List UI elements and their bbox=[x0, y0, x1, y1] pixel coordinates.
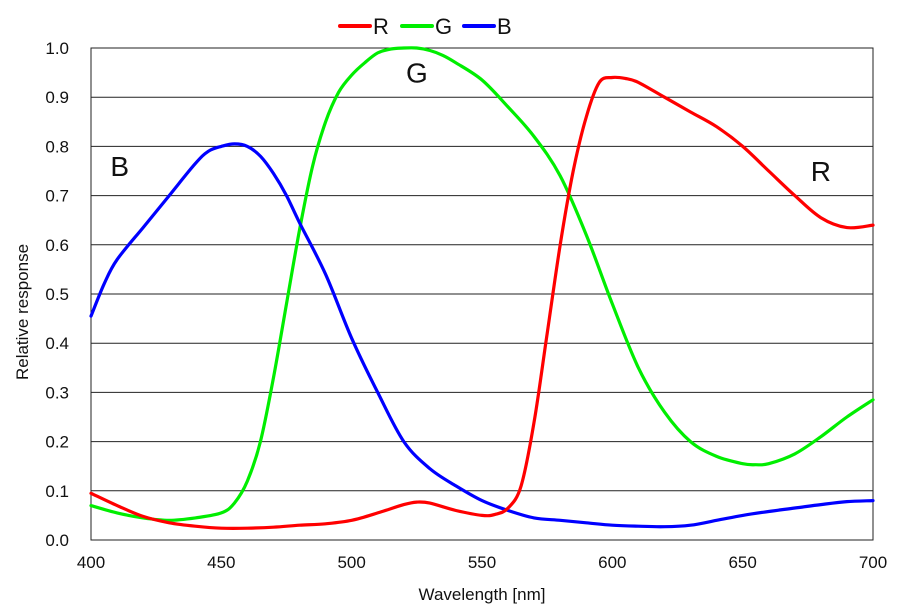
y-axis-title: Relative response bbox=[13, 244, 32, 380]
y-tick-label: 0.1 bbox=[45, 482, 69, 501]
curve-label-r: R bbox=[811, 156, 831, 187]
plot-frame bbox=[90, 47, 874, 541]
curve-label-g: G bbox=[406, 57, 428, 88]
y-tick-label: 1.0 bbox=[45, 39, 69, 58]
x-tick-label: 600 bbox=[598, 553, 626, 572]
x-tick-label: 400 bbox=[77, 553, 105, 572]
x-tick-label: 500 bbox=[337, 553, 365, 572]
y-tick-label: 0.5 bbox=[45, 285, 69, 304]
series-line-r bbox=[89, 75, 875, 530]
legend-label-b: B bbox=[497, 14, 512, 39]
y-tick-label: 0.0 bbox=[45, 531, 69, 550]
y-axis-ticks: 0.0 0.1 0.2 0.3 0.4 0.5 0.6 0.7 0.8 0.9 1.0 bbox=[45, 39, 69, 550]
y-tick-label: 0.6 bbox=[45, 236, 69, 255]
curve-annotations: B G R bbox=[110, 57, 831, 186]
legend-label-g: G bbox=[435, 14, 452, 39]
x-tick-label: 450 bbox=[207, 553, 235, 572]
y-tick-label: 0.2 bbox=[45, 433, 69, 452]
y-tick-label: 0.7 bbox=[45, 187, 69, 206]
legend-label-r: R bbox=[373, 14, 389, 39]
series-line-b bbox=[89, 142, 875, 529]
curve-label-b: B bbox=[110, 151, 129, 182]
x-axis-title: Wavelength [nm] bbox=[419, 585, 546, 604]
x-axis-ticks: 400 450 500 550 600 650 700 bbox=[77, 553, 887, 572]
y-tick-label: 0.8 bbox=[45, 137, 69, 156]
x-tick-label: 550 bbox=[468, 553, 496, 572]
y-tick-label: 0.9 bbox=[45, 88, 69, 107]
y-tick-label: 0.4 bbox=[45, 334, 69, 353]
series-line-g bbox=[89, 46, 875, 522]
y-tick-label: 0.3 bbox=[45, 383, 69, 402]
series-lines bbox=[89, 46, 875, 530]
x-tick-label: 650 bbox=[728, 553, 756, 572]
x-tick-label: 700 bbox=[859, 553, 887, 572]
